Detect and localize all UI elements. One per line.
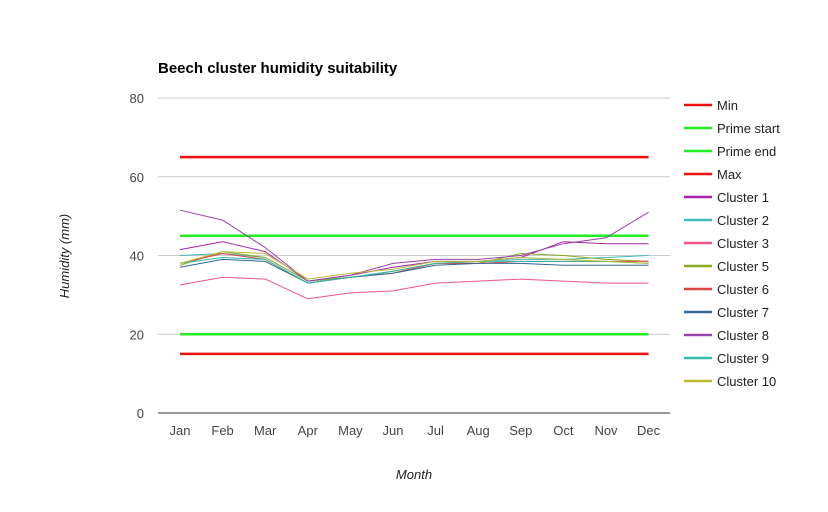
chart-title: Beech cluster humidity suitability bbox=[158, 60, 398, 77]
y-axis-ticks: 0 20 40 60 80 bbox=[130, 91, 144, 421]
y-tick-label: 0 bbox=[137, 406, 144, 421]
legend-item: Max bbox=[684, 167, 742, 182]
legend-label: Cluster 10 bbox=[717, 374, 776, 389]
x-axis-ticks: Jan Feb Mar Apr May Jun Jul Aug Sep Oct Nov Dec bbox=[170, 423, 661, 438]
legend-label: Cluster 7 bbox=[717, 305, 769, 320]
legend-label: Cluster 6 bbox=[717, 282, 769, 297]
series-line-cluster-1 bbox=[179, 241, 649, 282]
legend-item: Cluster 10 bbox=[684, 374, 776, 389]
y-tick-label: 20 bbox=[130, 327, 144, 342]
legend-item: Cluster 2 bbox=[684, 213, 769, 228]
x-tick-label: Feb bbox=[211, 423, 233, 438]
series-lines bbox=[179, 155, 649, 356]
x-tick-label: Dec bbox=[637, 423, 661, 438]
y-axis-label: Humidity (mm) bbox=[57, 214, 72, 299]
legend-item: Cluster 9 bbox=[684, 351, 769, 366]
x-tick-label: May bbox=[338, 423, 363, 438]
legend-label: Prime start bbox=[717, 121, 780, 136]
x-tick-label: Oct bbox=[553, 423, 574, 438]
gridlines bbox=[158, 97, 670, 335]
y-tick-label: 80 bbox=[130, 91, 144, 106]
legend-label: Max bbox=[717, 167, 742, 182]
legend-label: Cluster 5 bbox=[717, 259, 769, 274]
series-line-cluster-10 bbox=[179, 251, 649, 280]
legend-item: Prime end bbox=[684, 144, 776, 159]
legend-item: Min bbox=[684, 98, 738, 113]
x-tick-label: Aug bbox=[467, 423, 490, 438]
x-tick-label: Jun bbox=[383, 423, 404, 438]
x-tick-label: Sep bbox=[509, 423, 532, 438]
y-tick-label: 60 bbox=[130, 170, 144, 185]
series-line-cluster-8 bbox=[179, 209, 649, 282]
x-tick-label: Jul bbox=[427, 423, 444, 438]
x-tick-label: Jan bbox=[170, 423, 191, 438]
legend-item: Cluster 1 bbox=[684, 190, 769, 205]
legend-item: Cluster 6 bbox=[684, 282, 769, 297]
x-tick-label: Nov bbox=[594, 423, 618, 438]
legend-label: Cluster 2 bbox=[717, 213, 769, 228]
legend-item: Cluster 3 bbox=[684, 236, 769, 251]
legend-label: Cluster 1 bbox=[717, 190, 769, 205]
x-axis-label: Month bbox=[396, 467, 432, 482]
x-tick-label: Mar bbox=[254, 423, 277, 438]
legend-item: Cluster 7 bbox=[684, 305, 769, 320]
legend-label: Cluster 3 bbox=[717, 236, 769, 251]
legend-label: Cluster 8 bbox=[717, 328, 769, 343]
series-line-cluster-9 bbox=[179, 257, 649, 284]
legend-item: Cluster 8 bbox=[684, 328, 769, 343]
legend: Min Prime start Prime end Max Cluster 1 Clust… bbox=[684, 98, 780, 389]
series-line-cluster-7 bbox=[179, 258, 649, 284]
x-tick-label: Apr bbox=[298, 423, 319, 438]
y-tick-label: 40 bbox=[130, 249, 144, 264]
series-line-cluster-3 bbox=[179, 276, 649, 300]
legend-item: Prime start bbox=[684, 121, 780, 136]
legend-label: Prime end bbox=[717, 144, 776, 159]
legend-item: Cluster 5 bbox=[684, 259, 769, 274]
legend-label: Min bbox=[717, 98, 738, 113]
legend-label: Cluster 9 bbox=[717, 351, 769, 366]
